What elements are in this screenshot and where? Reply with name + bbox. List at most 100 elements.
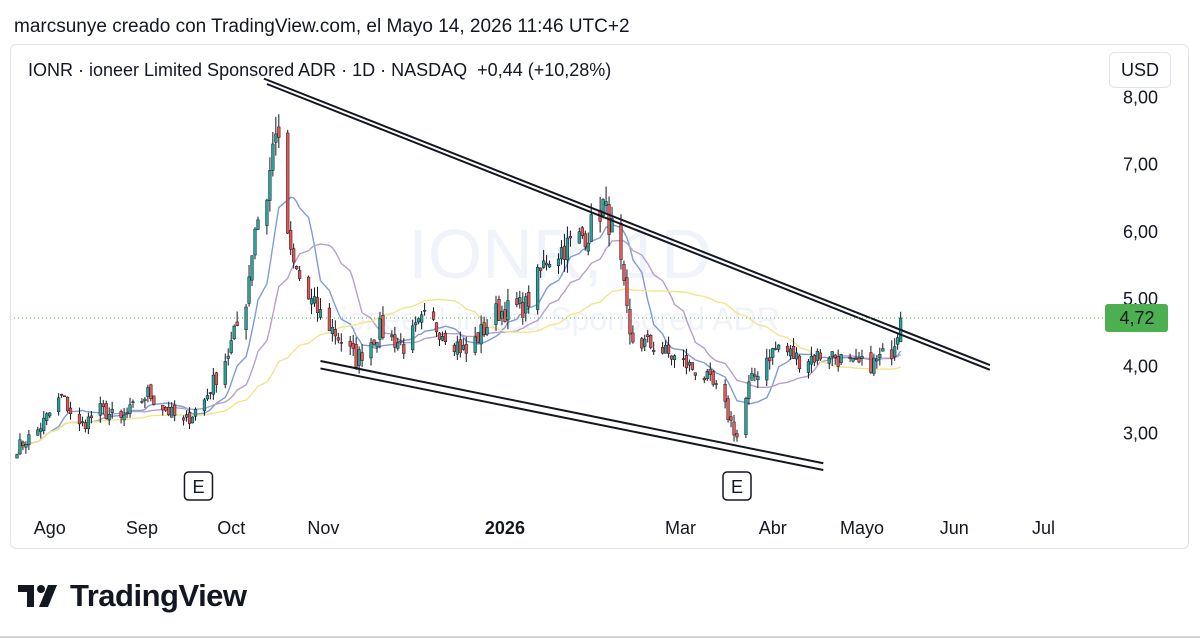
x-tick-label: Oct: [217, 518, 245, 538]
candle: [878, 347, 882, 366]
candle: [577, 227, 581, 244]
candle-body-up: [396, 342, 400, 349]
candle: [431, 307, 436, 321]
y-tick-label: 8,00: [1123, 87, 1158, 107]
candle-body-up: [524, 296, 528, 314]
candle-body-up: [128, 404, 132, 414]
candle: [226, 348, 230, 366]
candle: [375, 341, 379, 353]
candle: [229, 331, 233, 355]
candle: [372, 339, 376, 347]
candle-body-up: [851, 358, 855, 362]
candle-body-up: [872, 357, 876, 374]
candle: [631, 325, 635, 344]
candle-body-up: [455, 341, 459, 355]
candle: [247, 264, 251, 307]
candle: [777, 344, 781, 353]
candle: [89, 411, 93, 424]
currency-button[interactable]: USD: [1109, 52, 1171, 88]
candle: [681, 349, 686, 367]
candle-body-down: [286, 132, 290, 234]
candle-body-up: [774, 348, 778, 350]
candle-body-up: [565, 237, 570, 261]
candle-body-up: [57, 397, 61, 413]
candle: [583, 230, 587, 251]
candle-body-down: [476, 332, 480, 343]
candle: [708, 362, 712, 381]
candle: [791, 337, 796, 360]
candle-body-up: [309, 298, 314, 305]
candle-body-up: [312, 296, 317, 304]
x-tick-label: Jun: [940, 518, 969, 538]
candle: [562, 233, 567, 272]
candle: [27, 429, 31, 450]
candle-body-down: [562, 245, 567, 260]
candle: [854, 348, 858, 360]
candle: [223, 353, 227, 389]
candle: [515, 292, 519, 308]
candle: [434, 322, 439, 337]
ma-fast-line: [16, 196, 902, 455]
candle: [256, 216, 260, 231]
candle: [161, 404, 165, 416]
candle: [899, 311, 903, 343]
candle: [315, 286, 320, 322]
candle-body-down: [732, 421, 736, 436]
tradingview-logo-icon: [18, 585, 57, 607]
candle-body-up: [417, 318, 421, 323]
candle: [788, 344, 793, 361]
candle-body-up: [330, 326, 334, 334]
candle-body-up: [440, 335, 445, 341]
candle: [15, 453, 19, 459]
candle-body-up: [36, 429, 40, 436]
candle-body-up: [271, 143, 275, 171]
candle-body-down: [68, 407, 73, 415]
candle: [83, 419, 87, 433]
candle-body-up: [18, 439, 22, 455]
candle: [750, 367, 754, 381]
candle-body-up: [268, 170, 272, 201]
candle-body-down: [628, 308, 632, 335]
candle-body-up: [110, 409, 114, 413]
candle-body-down: [164, 407, 168, 411]
candle-body-up: [750, 373, 754, 381]
candle-body-down: [119, 411, 123, 418]
candle-body-up: [411, 325, 415, 351]
candle: [393, 326, 397, 353]
candle: [756, 371, 760, 389]
candle-body-down: [351, 343, 355, 349]
candle-body-up: [756, 376, 760, 381]
candle: [622, 260, 626, 286]
candle-body-up: [518, 297, 522, 304]
candle-body-down: [527, 291, 531, 307]
candle-body-down: [515, 298, 519, 306]
candle: [381, 306, 385, 340]
candle-body-down: [381, 315, 385, 338]
candle-body-down: [458, 339, 462, 353]
candle-body-up: [274, 133, 278, 143]
candle: [547, 260, 552, 268]
candle: [277, 114, 281, 148]
candle-body-down: [797, 355, 802, 370]
candle-body-up: [542, 260, 546, 268]
candle: [544, 255, 549, 271]
candle-body-up: [86, 416, 90, 430]
candle-body-down: [83, 422, 87, 430]
candle: [86, 412, 90, 435]
candle: [794, 347, 799, 366]
ma-slow-line: [16, 288, 901, 455]
candle: [440, 331, 445, 342]
candle-body-up: [815, 351, 819, 361]
candle: [687, 359, 691, 372]
candle-body-up: [643, 338, 647, 347]
y-tick-label: 3,00: [1123, 424, 1158, 444]
candle-body-down: [437, 332, 442, 340]
candle-body-up: [45, 413, 49, 421]
candle: [369, 337, 373, 366]
candle-body-up: [893, 346, 897, 358]
candle-body-up: [170, 406, 174, 418]
candle-body-down: [173, 404, 177, 416]
candle: [443, 330, 448, 345]
candle: [809, 346, 813, 373]
